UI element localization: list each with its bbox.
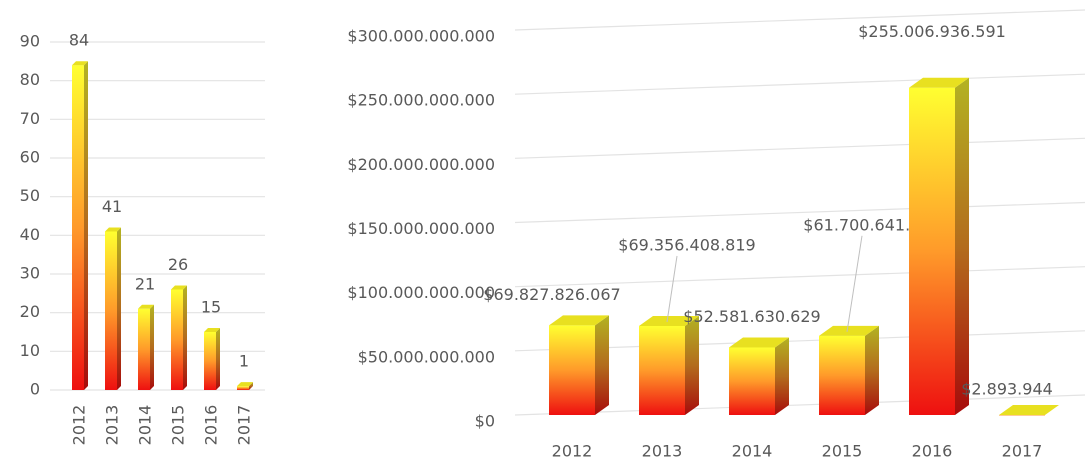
x-tick-label: 2014 bbox=[136, 405, 155, 446]
y-tick-label: 80 bbox=[20, 70, 40, 89]
bar-front bbox=[105, 231, 117, 390]
bar-side bbox=[865, 325, 879, 415]
bar-top bbox=[105, 227, 121, 232]
data-label: $69.827.826.067 bbox=[483, 285, 620, 304]
bar-side bbox=[685, 315, 699, 415]
bar-side bbox=[183, 285, 187, 390]
leader-line bbox=[846, 235, 863, 332]
y-tick-label: 10 bbox=[20, 341, 40, 360]
x-tick-label: 2017 bbox=[1002, 442, 1043, 461]
x-tick-label: 2014 bbox=[732, 442, 773, 461]
y-tick-label: $0 bbox=[475, 412, 495, 431]
bar bbox=[819, 325, 879, 415]
data-label: 21 bbox=[135, 274, 155, 293]
y-tick-label: 60 bbox=[20, 148, 40, 167]
y-tick-label: $250.000.000.000 bbox=[347, 91, 495, 110]
bar-side bbox=[117, 227, 121, 390]
data-label: 41 bbox=[102, 197, 122, 216]
bar-side bbox=[84, 61, 88, 390]
y-tick-label: 90 bbox=[20, 32, 40, 51]
y-tick-label: 50 bbox=[20, 186, 40, 205]
bar-side bbox=[249, 382, 253, 390]
bar-side bbox=[595, 315, 609, 415]
data-label: $2.893.944 bbox=[961, 379, 1053, 398]
grid-line bbox=[514, 9, 1086, 31]
y-tick-label: $50.000.000.000 bbox=[358, 347, 495, 366]
bar-front bbox=[729, 347, 775, 415]
bar bbox=[639, 315, 699, 415]
data-label: $61.700.641.601 bbox=[803, 215, 940, 234]
bar bbox=[171, 285, 187, 390]
bar-front bbox=[549, 325, 595, 415]
bar-top bbox=[549, 315, 609, 326]
bar bbox=[729, 337, 789, 415]
bar-top bbox=[171, 285, 187, 290]
bar bbox=[105, 227, 121, 390]
grid-line bbox=[514, 73, 1086, 95]
x-tick-label: 2015 bbox=[822, 442, 863, 461]
bar-top bbox=[138, 304, 154, 309]
x-tick-label: 2015 bbox=[169, 405, 188, 446]
y-tick-label: 0 bbox=[30, 380, 40, 399]
bar-top bbox=[729, 337, 789, 348]
bar bbox=[549, 315, 609, 415]
data-label: 26 bbox=[168, 255, 188, 274]
bar bbox=[138, 304, 154, 390]
bar-front bbox=[138, 308, 150, 390]
bar-front bbox=[999, 414, 1045, 416]
bar bbox=[237, 382, 253, 390]
y-tick-label: 20 bbox=[20, 302, 40, 321]
y-tick-label: 30 bbox=[20, 264, 40, 283]
bar-top bbox=[72, 61, 88, 66]
x-tick-label: 2013 bbox=[642, 442, 683, 461]
y-tick-label: 70 bbox=[20, 109, 40, 128]
y-tick-label: 40 bbox=[20, 225, 40, 244]
x-tick-label: 2016 bbox=[202, 405, 221, 446]
bar-side bbox=[216, 328, 220, 390]
data-label: 84 bbox=[69, 31, 89, 50]
data-label: 15 bbox=[201, 298, 221, 317]
bar-front bbox=[819, 335, 865, 415]
bar-side bbox=[1045, 404, 1059, 415]
bar-top bbox=[999, 404, 1059, 415]
bar bbox=[204, 328, 220, 390]
grid-line bbox=[514, 201, 1086, 224]
bar bbox=[72, 61, 88, 390]
data-label: $52.581.630.629 bbox=[683, 307, 820, 326]
bar-front bbox=[639, 325, 685, 415]
grid-line bbox=[514, 394, 1086, 416]
bar-front bbox=[237, 386, 249, 390]
x-tick-label: 2012 bbox=[552, 442, 593, 461]
grid-line bbox=[514, 266, 1086, 288]
y-tick-label: $100.000.000.000 bbox=[347, 283, 495, 302]
y-tick-label: $150.000.000.000 bbox=[347, 219, 495, 238]
bar-side bbox=[775, 337, 789, 415]
bar bbox=[909, 77, 969, 416]
data-label: 1 bbox=[239, 352, 249, 371]
y-tick-label: $200.000.000.000 bbox=[347, 155, 495, 174]
x-tick-label: 2013 bbox=[103, 405, 122, 446]
grid-line bbox=[514, 330, 1086, 352]
x-tick-label: 2017 bbox=[235, 405, 254, 446]
bar-side bbox=[955, 77, 969, 416]
bar-front bbox=[72, 65, 84, 390]
bar bbox=[999, 404, 1059, 416]
x-tick-label: 2016 bbox=[912, 442, 953, 461]
bar-front bbox=[204, 332, 216, 390]
leader-line bbox=[666, 255, 678, 323]
data-label: $255.006.936.591 bbox=[858, 22, 1006, 41]
grid-line bbox=[514, 137, 1086, 159]
bar-top bbox=[909, 77, 969, 88]
bar-side bbox=[150, 304, 154, 390]
bar-front bbox=[171, 289, 183, 390]
bar-top bbox=[819, 325, 879, 336]
bar-front bbox=[909, 87, 955, 416]
y-tick-label: $300.000.000.000 bbox=[347, 27, 495, 46]
x-tick-label: 2012 bbox=[70, 405, 89, 446]
bar-top bbox=[639, 315, 699, 326]
bar-top bbox=[204, 328, 220, 332]
bar-top bbox=[237, 382, 253, 387]
data-label: $69.356.408.819 bbox=[618, 235, 755, 254]
